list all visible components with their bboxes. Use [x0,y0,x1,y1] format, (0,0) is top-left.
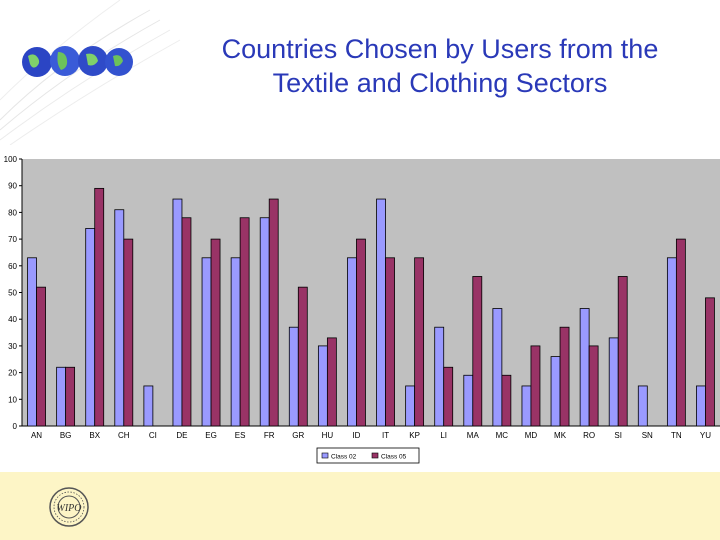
bar-class02-fr [259,217,270,427]
bar-class02-yu [696,385,706,427]
bar-class02-md [521,385,532,427]
x-tick-label: SI [614,431,622,440]
bar-class05-it [385,257,395,427]
bar-class02-bx [85,228,96,427]
y-tick-label: 40 [8,315,17,324]
bar-class02-kp [405,385,416,427]
legend-swatch [371,452,379,459]
wipo-seal-logo: WIPO [49,487,89,527]
bar-class05-an [36,286,46,427]
bar-class02-li [434,326,445,427]
y-tick-label: 60 [8,262,17,271]
bar-class05-yu [705,297,715,427]
bar-class05-ro [588,345,599,427]
bar-class05-de [181,217,192,427]
bar-class05-ch [123,238,134,427]
x-tick-label: MK [554,431,567,440]
bar-class02-bg [56,366,67,427]
plot-area [22,159,720,426]
bar-class02-gr [288,326,299,427]
bar-class05-gr [297,286,308,427]
bar-class02-it [376,198,386,427]
bar-class02-sn [637,385,648,427]
title-line-2: Textile and Clothing Sectors [272,68,608,98]
chart-legend: Class 02 Class 05 [316,447,420,464]
bar-class05-bg [65,366,76,427]
x-tick-label: BG [60,431,72,440]
x-tick-label: FR [264,431,275,440]
x-tick-label: EG [205,431,217,440]
y-tick-label: 10 [8,395,17,404]
globes-logo-icon [22,46,133,77]
y-tick-label: 30 [8,342,17,351]
bar-class05-fr [268,198,279,427]
bar-class02-de [172,198,183,427]
bar-class02-es [230,257,241,427]
x-tick-label: CI [149,431,157,440]
y-tick-label: 50 [8,289,17,298]
bar-class02-ci [143,385,154,427]
bar-class02-mc [492,308,503,427]
slide-title: Countries Chosen by Users from the Texti… [160,32,720,100]
bar-class05-mk [559,326,570,427]
slide-header: Countries Chosen by Users from the Texti… [0,0,720,145]
x-tick-label: MD [525,431,538,440]
bar-chart: 0 10 20 30 40 50 60 70 80 90 100 AN BG BX CH CI DE EG ES F… [0,145,720,472]
x-tick-label: IT [382,431,389,440]
bar-class05-eg [210,238,221,427]
bar-class05-md [530,345,541,427]
bar-class05-si [617,276,628,427]
y-tick-label: 100 [4,155,18,164]
bar-class02-ro [579,308,590,427]
y-tick-label: 80 [8,208,17,217]
bar-class05-ma [472,276,483,427]
bar-class05-bx [94,187,105,427]
y-tick-label: 0 [13,422,18,431]
bar-class05-tn [675,238,686,427]
x-tick-label: MA [467,431,480,440]
bar-class02-si [608,337,619,427]
slide-footer [0,472,720,540]
legend-swatch [321,452,329,459]
y-tick-label: 20 [8,369,17,378]
title-line-1: Countries Chosen by Users from the [221,34,659,64]
x-tick-label: DE [176,431,187,440]
x-tick-label: AN [31,431,42,440]
x-tick-label: MC [496,431,509,440]
bar-class02-tn [666,257,677,427]
bar-class05-li [443,366,454,427]
bar-class02-eg [201,257,212,427]
x-tick-label: ID [352,431,360,440]
x-tick-label: BX [89,431,100,440]
bar-class02-ch [114,209,125,427]
x-tick-label: RO [583,431,595,440]
bar-class05-id [356,238,366,427]
bar-class05-kp [414,257,425,427]
x-tick-label: CH [118,431,130,440]
bar-class02-mk [550,356,561,427]
wipo-seal-text: WIPO [57,503,82,514]
x-tick-label: SN [642,431,653,440]
legend-label: Class 05 [381,454,407,461]
x-tick-label: HU [322,431,334,440]
legend-label: Class 02 [331,454,357,461]
bar-class05-mc [501,374,512,427]
legend-box [316,447,420,464]
bar-class05-es [239,217,250,427]
y-tick-label: 70 [8,235,17,244]
x-tick-label: LI [440,431,447,440]
y-tick-label: 90 [8,182,17,191]
x-tick-label: TN [671,431,682,440]
x-tick-label: YU [700,431,711,440]
bar-class05-hu [326,337,337,427]
bar-class02-an [27,257,37,427]
x-tick-label: KP [409,431,420,440]
x-tick-label: ES [235,431,246,440]
bar-class02-id [347,257,357,427]
bar-class02-hu [317,345,328,427]
bar-class02-ma [463,374,474,427]
x-tick-label: GR [292,431,304,440]
